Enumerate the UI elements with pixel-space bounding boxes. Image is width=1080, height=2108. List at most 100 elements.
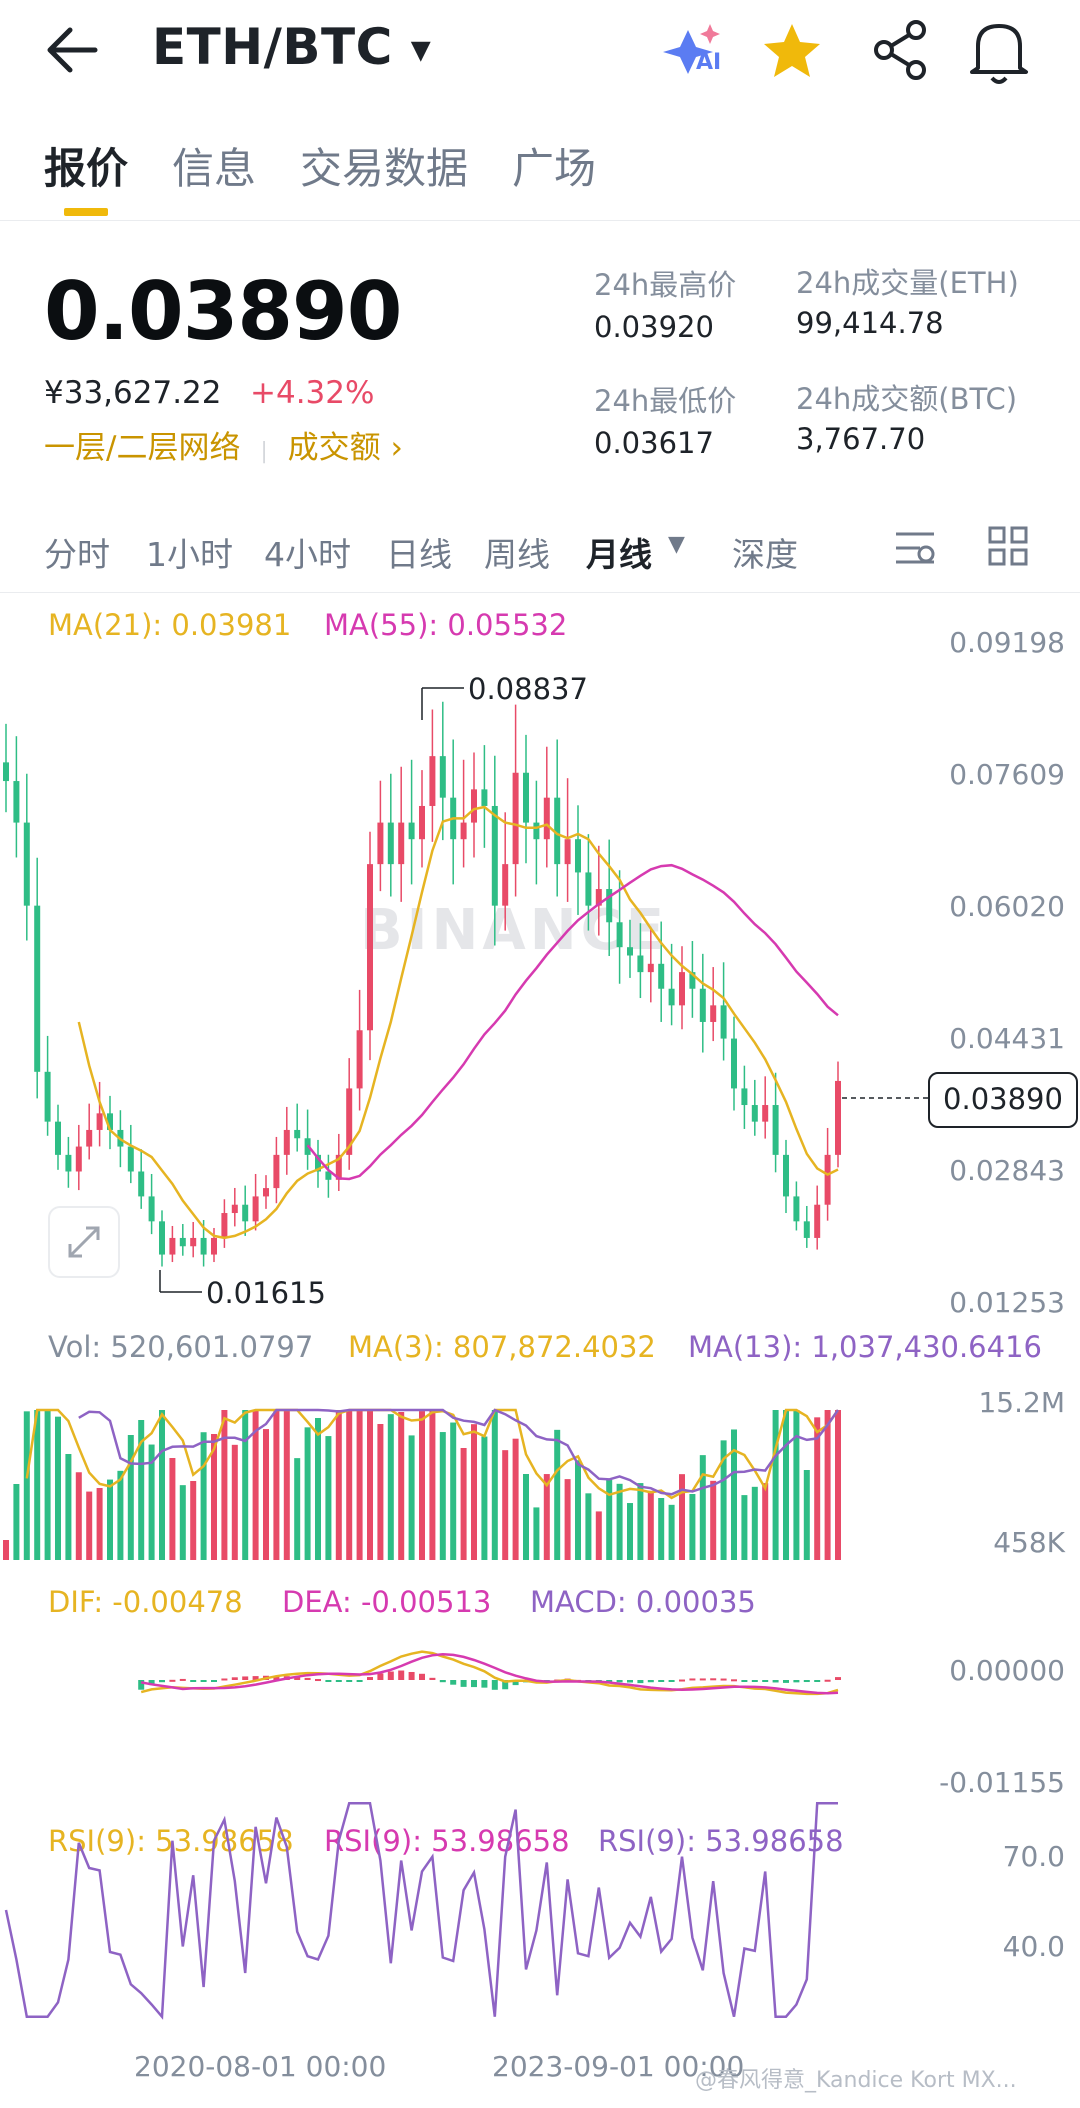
- candle-body: [491, 805, 498, 906]
- macd-dif-legend: DIF: -0.00478: [48, 1585, 243, 1619]
- tab-active-indicator: [64, 208, 108, 216]
- candle-body: [221, 1213, 228, 1238]
- last-price: 0.03890: [44, 265, 402, 358]
- favorite-star-icon[interactable]: [0, 0, 1080, 105]
- rsi-legend-2: RSI(9): 53.98658: [324, 1824, 570, 1858]
- volume-bar: [387, 1414, 394, 1560]
- candle-body: [23, 822, 30, 906]
- volume-link[interactable]: 成交额 ›: [287, 430, 403, 466]
- tab-quote[interactable]: 报价: [44, 144, 129, 193]
- macd-histogram-bar: [398, 1670, 405, 1680]
- candle-body: [720, 1005, 727, 1039]
- tab-square[interactable]: 广场: [512, 144, 597, 193]
- x-date-label: 2020-08-01 00:00: [134, 2050, 387, 2083]
- candle-body: [346, 1088, 353, 1155]
- volume-bar: [783, 1410, 789, 1560]
- volume-bar: [658, 1498, 665, 1560]
- macd-histogram-bar: [304, 1677, 311, 1680]
- interval-day[interactable]: 日线: [386, 535, 452, 574]
- rsi-y-tick: 40.0: [1002, 1930, 1065, 1963]
- candle-body: [44, 1071, 51, 1122]
- vol-legend: Vol: 520,601.0797: [48, 1330, 314, 1364]
- back-arrow-icon[interactable]: [0, 0, 1080, 105]
- macd-histogram-bar: [169, 1679, 176, 1682]
- volume-bar: [211, 1434, 217, 1560]
- candle-body: [835, 1080, 841, 1155]
- candle-body: [554, 797, 561, 865]
- candle-body: [127, 1146, 134, 1172]
- indicator-settings-icon[interactable]: [0, 0, 1080, 600]
- volume-bar: [564, 1479, 571, 1560]
- volume-bar: [762, 1483, 769, 1560]
- interval-month[interactable]: 月线: [586, 535, 652, 574]
- macd-histogram-bar: [668, 1680, 675, 1682]
- interval-1h[interactable]: 1小时: [146, 535, 233, 574]
- volume-bar: [335, 1410, 342, 1560]
- macd-histogram-bar: [710, 1678, 717, 1681]
- candle-body: [533, 822, 540, 840]
- macd-histogram-bar: [179, 1678, 186, 1681]
- volume-bar: [398, 1412, 405, 1560]
- candle-body: [751, 1105, 758, 1122]
- pair-selector[interactable]: ETH/BTC ▼: [152, 18, 431, 76]
- bell-icon[interactable]: [0, 0, 1080, 105]
- macd-histogram-bar: [242, 1676, 249, 1680]
- tab-trading-data[interactable]: 交易数据: [300, 144, 469, 193]
- volume-bar: [408, 1435, 415, 1560]
- interval-4h[interactable]: 4小时: [264, 535, 351, 574]
- volume-bar: [96, 1488, 103, 1560]
- candle-body: [502, 864, 509, 906]
- candle-body: [460, 822, 467, 840]
- candle-body: [325, 1171, 332, 1180]
- candle-body: [34, 905, 41, 1072]
- interval-depth[interactable]: 深度: [732, 535, 798, 574]
- share-icon[interactable]: [0, 0, 1080, 105]
- volume-bar: [647, 1490, 654, 1560]
- divider: [0, 592, 1080, 593]
- candle-body: [803, 1221, 810, 1238]
- candlestick-chart[interactable]: [0, 0, 1080, 1320]
- candle-body: [242, 1204, 249, 1222]
- candle-body: [647, 963, 654, 973]
- macd-histogram-bar: [762, 1680, 769, 1682]
- volume-bar: [439, 1432, 446, 1560]
- volume-bar: [252, 1410, 259, 1560]
- macd-histogram-bar: [190, 1680, 197, 1682]
- macd-histogram-bar: [658, 1680, 665, 1682]
- volume-bar: [325, 1436, 332, 1560]
- macd-histogram-bar: [387, 1671, 394, 1680]
- ma55-legend: MA(55): 0.05532: [324, 608, 568, 642]
- candle-body: [159, 1221, 165, 1255]
- ai-sparkle-icon[interactable]: [0, 0, 1080, 105]
- interval-time-share[interactable]: 分时: [44, 535, 110, 574]
- volume-bar: [367, 1410, 373, 1560]
- interval-chevron-down-icon: ▼: [668, 532, 685, 557]
- volume-bar: [159, 1410, 165, 1560]
- macd-histogram-bar: [751, 1680, 758, 1682]
- layout-grid-icon[interactable]: [0, 0, 1080, 600]
- interval-week[interactable]: 周线: [484, 535, 550, 574]
- tab-info[interactable]: 信息: [172, 144, 257, 193]
- macd-histogram-bar: [699, 1678, 706, 1681]
- candle-body: [481, 789, 488, 806]
- volume-bar: [179, 1485, 186, 1560]
- volume-bar: [148, 1444, 155, 1560]
- pair-title: ETH/BTC: [152, 18, 393, 76]
- volume-bar: [221, 1410, 228, 1560]
- candle-body: [252, 1196, 259, 1222]
- volume-bar: [13, 1484, 20, 1560]
- volume-bar: [668, 1504, 675, 1560]
- y-tick-label: 0.01253: [949, 1286, 1065, 1319]
- volume-bar: [523, 1474, 529, 1560]
- volume-bar: [481, 1436, 488, 1560]
- vol-ma13-legend: MA(13): 1,037,430.6416: [688, 1330, 1042, 1364]
- candle-body: [3, 762, 9, 782]
- expand-chart-button[interactable]: [48, 1206, 120, 1278]
- network-tag[interactable]: 一层/二层网络: [44, 430, 241, 466]
- volume-bar: [471, 1424, 477, 1560]
- candle-body: [273, 1154, 280, 1189]
- volume-bar: [315, 1418, 321, 1560]
- candle-body: [793, 1196, 800, 1222]
- volume-bar: [543, 1474, 550, 1560]
- macd-histogram-bar: [814, 1680, 821, 1682]
